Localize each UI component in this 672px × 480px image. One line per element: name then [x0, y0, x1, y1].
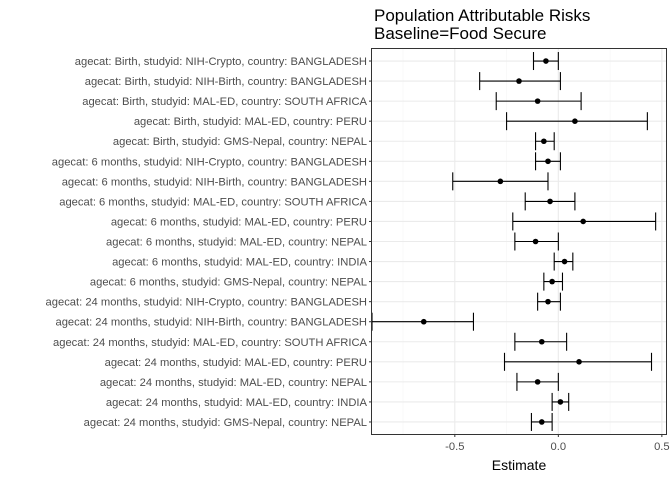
x-tick-label: -0.5 — [445, 441, 464, 453]
y-tick-label: agecat: 6 months, studyid: MAL-ED, count… — [112, 257, 367, 269]
estimate-point — [547, 198, 553, 205]
chart-title-line2: Baseline=Food Secure — [374, 24, 546, 43]
estimate-point — [572, 118, 578, 124]
y-tick-label: agecat: Birth, studyid: MAL-ED, country:… — [134, 116, 367, 128]
y-tick-label: agecat: Birth, studyid: MAL-ED, country:… — [82, 96, 367, 108]
y-tick-label: agecat: Birth, studyid: NIH-Birth, count… — [85, 76, 367, 88]
y-tick-label: agecat: 6 months, studyid: NIH-Crypto, c… — [52, 156, 367, 168]
estimate-points — [420, 58, 586, 425]
y-tick-label: agecat: 24 months, studyid: MAL-ED, coun… — [100, 377, 367, 389]
x-tick-label: 0.0 — [551, 441, 567, 453]
estimate-point — [538, 338, 545, 345]
estimate-point — [534, 98, 541, 104]
y-tick-label: agecat: 24 months, studyid: MAL-ED, coun… — [53, 337, 368, 349]
chart-title-line1: Population Attributable Risks — [374, 6, 590, 25]
x-axis-ticks: -0.5 0.0 0.5 — [445, 434, 670, 453]
estimate-point — [576, 359, 582, 365]
y-tick-label: agecat: 6 months, studyid: MAL-ED, count… — [111, 216, 367, 228]
estimate-point — [543, 58, 549, 64]
y-tick-label: agecat: 6 months, studyid: NIH-Birth, co… — [62, 176, 367, 188]
estimate-point — [549, 278, 555, 285]
y-tick-label: agecat: Birth, studyid: NIH-Crypto, coun… — [75, 56, 367, 68]
y-tick-label: agecat: 6 months, studyid: GMS-Nepal, co… — [90, 277, 367, 289]
x-tick-label: 0.5 — [654, 441, 670, 453]
estimate-point — [541, 138, 547, 145]
y-tick-label: agecat: 24 months, studyid: NIH-Crypto, … — [46, 297, 367, 309]
estimate-point — [534, 379, 541, 385]
estimate-point — [545, 158, 551, 165]
y-tick-label: agecat: 24 months, studyid: MAL-ED, coun… — [105, 357, 367, 369]
estimate-point — [580, 218, 586, 225]
estimate-point — [516, 78, 522, 84]
y-tick-label: agecat: 24 months, studyid: MAL-ED, coun… — [106, 397, 368, 409]
y-tick-label: agecat: 6 months, studyid: MAL-ED, count… — [106, 237, 367, 249]
y-tick-label: agecat: 6 months, studyid: MAL-ED, count… — [59, 196, 367, 208]
estimate-point — [557, 399, 564, 405]
estimate-point — [561, 258, 568, 265]
estimate-point — [545, 298, 551, 305]
y-tick-label: agecat: Birth, studyid: GMS-Nepal, count… — [113, 136, 367, 148]
error-bars — [371, 52, 657, 431]
y-axis-ticks: agecat: Birth, studyid: NIH-Crypto, coun… — [46, 56, 372, 429]
estimate-point — [497, 178, 504, 185]
y-tick-label: agecat: 24 months, studyid: NIH-Birth, c… — [55, 317, 367, 329]
y-tick-label: agecat: 24 months, studyid: GMS-Nepal, c… — [84, 417, 367, 429]
estimate-point — [538, 419, 545, 425]
estimate-point — [532, 238, 539, 245]
x-axis-title: Estimate — [492, 457, 547, 473]
estimate-point — [420, 318, 427, 325]
